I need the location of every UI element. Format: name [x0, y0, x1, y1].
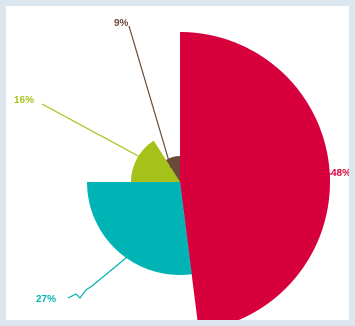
leader-line-9 [128, 25, 172, 169]
rose-pie-chart: 48% 27% 16% 9% [14, 18, 349, 320]
leader-line-16 [41, 103, 143, 159]
chart-area: 48% 27% 16% 9% [6, 6, 349, 320]
pie-slice-27 [87, 182, 192, 276]
slice-label-48: 48% [331, 168, 349, 179]
slice-label-9: 9% [114, 18, 129, 29]
slice-label-27: 27% [36, 294, 56, 305]
pie-slice-16 [131, 140, 180, 182]
pie-slice-48 [180, 32, 330, 320]
leader-line-27 [67, 252, 133, 299]
slice-label-16: 16% [14, 95, 34, 106]
